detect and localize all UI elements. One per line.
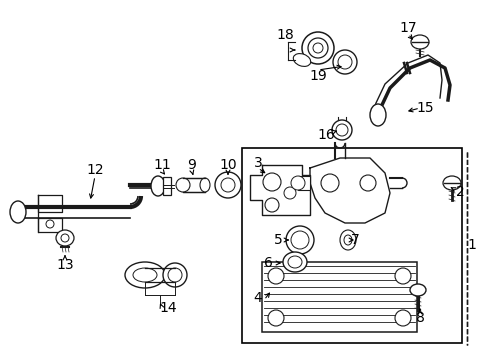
Ellipse shape: [337, 55, 351, 69]
Text: 2: 2: [455, 185, 464, 199]
Bar: [262, 262, 416, 332]
Ellipse shape: [267, 310, 284, 326]
Text: 9: 9: [187, 158, 196, 172]
Text: 8: 8: [415, 311, 424, 325]
Ellipse shape: [151, 176, 164, 196]
Ellipse shape: [56, 230, 74, 246]
Ellipse shape: [125, 262, 164, 288]
Text: 7: 7: [350, 233, 359, 247]
Ellipse shape: [200, 178, 209, 192]
Ellipse shape: [46, 220, 54, 228]
Ellipse shape: [264, 198, 279, 212]
Ellipse shape: [287, 256, 302, 268]
Bar: [163, 177, 171, 195]
Ellipse shape: [163, 263, 186, 287]
Ellipse shape: [307, 38, 327, 58]
Ellipse shape: [221, 178, 235, 192]
Ellipse shape: [10, 201, 26, 223]
Text: 1: 1: [467, 238, 475, 252]
Text: 19: 19: [308, 69, 326, 83]
Ellipse shape: [302, 32, 333, 64]
Ellipse shape: [267, 268, 284, 284]
Text: 4: 4: [253, 291, 262, 305]
Bar: [242, 148, 461, 343]
Ellipse shape: [176, 178, 190, 192]
Text: 5: 5: [273, 233, 282, 247]
Ellipse shape: [285, 226, 313, 254]
Ellipse shape: [359, 175, 375, 191]
Ellipse shape: [409, 284, 425, 296]
Ellipse shape: [61, 234, 69, 242]
Bar: [183, 178, 204, 192]
Ellipse shape: [312, 43, 323, 53]
Ellipse shape: [263, 173, 281, 191]
Text: 13: 13: [56, 258, 74, 272]
Ellipse shape: [442, 176, 460, 190]
Ellipse shape: [290, 231, 308, 249]
Ellipse shape: [283, 252, 306, 272]
Ellipse shape: [293, 54, 310, 67]
Text: 15: 15: [415, 101, 433, 115]
Text: 16: 16: [317, 128, 334, 142]
Ellipse shape: [410, 35, 428, 49]
Text: 17: 17: [398, 21, 416, 35]
Ellipse shape: [343, 235, 351, 245]
Ellipse shape: [215, 172, 241, 198]
Text: 11: 11: [153, 158, 170, 172]
Ellipse shape: [290, 176, 305, 190]
Ellipse shape: [394, 268, 410, 284]
Ellipse shape: [335, 124, 347, 136]
Ellipse shape: [320, 174, 338, 192]
Text: 12: 12: [86, 163, 103, 177]
Ellipse shape: [133, 268, 157, 282]
Ellipse shape: [168, 268, 182, 282]
Ellipse shape: [394, 310, 410, 326]
Ellipse shape: [369, 104, 385, 126]
Text: 3: 3: [253, 156, 262, 170]
Text: 18: 18: [276, 28, 293, 42]
Ellipse shape: [284, 187, 295, 199]
Text: 10: 10: [219, 158, 236, 172]
Ellipse shape: [339, 230, 355, 250]
Ellipse shape: [332, 50, 356, 74]
Ellipse shape: [331, 120, 351, 140]
Text: 14: 14: [159, 301, 177, 315]
Text: 6: 6: [263, 256, 272, 270]
Bar: [297, 176, 309, 190]
